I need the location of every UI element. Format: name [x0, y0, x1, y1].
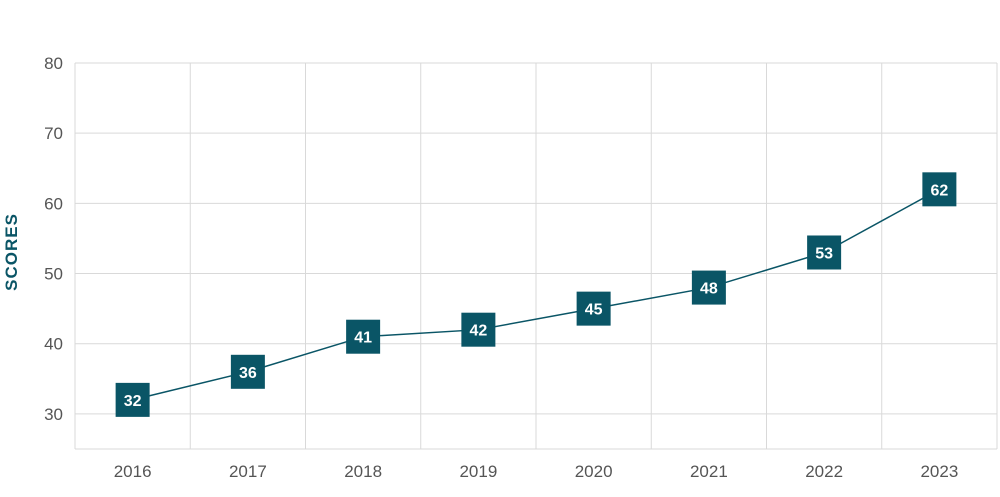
x-tick-label: 2021: [690, 462, 728, 481]
y-tick-label: 60: [44, 194, 63, 213]
data-label: 53: [815, 245, 833, 262]
data-label: 48: [700, 281, 718, 298]
data-point-marker: [922, 172, 957, 207]
data-point-marker: [115, 382, 150, 417]
y-tick-label: 40: [44, 335, 63, 354]
series-scores: 32 36 41 42 45 48 53 62: [115, 172, 957, 417]
data-label: 36: [239, 365, 257, 382]
x-tick-label: 2023: [920, 462, 958, 481]
series-line: [132, 188, 940, 401]
grid: [74, 62, 998, 450]
y-axis-label: SCORES: [2, 213, 21, 291]
data-point-marker: [230, 354, 265, 389]
data-point-marker: [691, 270, 726, 305]
data-label: 41: [354, 330, 372, 347]
x-tick-label: 2018: [344, 462, 382, 481]
data-point-marker: [346, 319, 381, 354]
data-label: 62: [930, 182, 948, 199]
y-tick-label: 80: [44, 54, 63, 73]
data-label: 32: [124, 393, 142, 410]
y-tick-label: 70: [44, 124, 63, 143]
x-tick-label: 2017: [229, 462, 267, 481]
y-tick-label: 50: [44, 265, 63, 284]
data-point-marker: [807, 235, 842, 270]
x-tick-label: 2022: [805, 462, 843, 481]
x-tick-label: 2016: [114, 462, 152, 481]
x-tick-label: 2020: [575, 462, 613, 481]
y-tick-label: 30: [44, 405, 63, 424]
x-axis: 2016 2017 2018 2019 2020 2021 2022 2023: [114, 462, 959, 481]
data-label: 45: [585, 302, 603, 319]
data-point-marker: [461, 312, 496, 347]
x-tick-label: 2019: [459, 462, 497, 481]
y-axis: 30 40 50 60 70 80: [44, 54, 63, 424]
data-label: 42: [469, 323, 487, 340]
data-point-marker: [576, 291, 611, 326]
